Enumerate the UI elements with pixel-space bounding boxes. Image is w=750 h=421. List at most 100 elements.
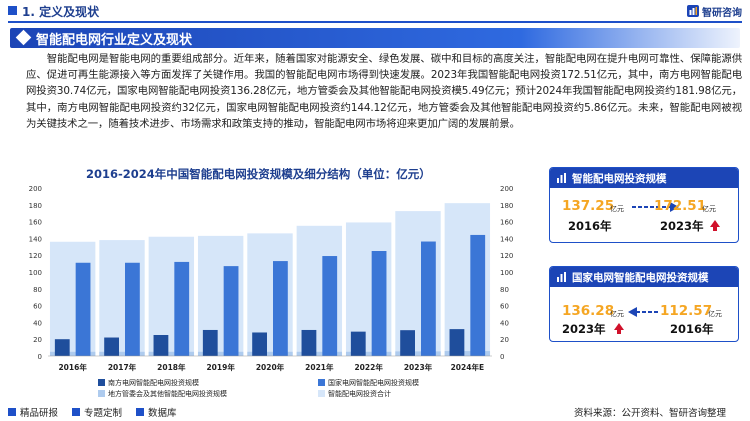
card-left-unit: 亿元: [610, 205, 624, 213]
footer-marker-icon: [72, 408, 80, 416]
bar-state-grid: [371, 251, 387, 356]
y-tick-right: 0: [500, 353, 504, 361]
y-tick-left: 180: [29, 202, 42, 210]
up-arrow-icon: [614, 323, 624, 330]
arrow-right-icon: [632, 202, 679, 212]
y-tick-right: 100: [500, 269, 513, 277]
page-title: 智能配电网行业定义及现状: [36, 33, 193, 48]
title-banner: 智能配电网行业定义及现状: [10, 28, 740, 48]
y-tick-left: 80: [33, 286, 42, 294]
card-header: 智能配电网投资规模: [550, 168, 738, 188]
y-tick-left: 100: [29, 269, 42, 277]
x-tick-label: 2016年: [58, 362, 87, 372]
legend-label: 地方管委会及其他智能配电网投资规模: [108, 389, 227, 398]
legend-swatch: [318, 390, 325, 397]
bar-local-other: [99, 351, 145, 356]
legend-swatch: [318, 379, 325, 386]
footer-marker-icon: [8, 408, 16, 416]
bar-local-other: [197, 351, 244, 356]
x-tick-label: 2024年E: [451, 362, 485, 372]
header-divider: [8, 21, 742, 23]
y-tick-left: 20: [33, 336, 42, 344]
brand-logo-icon: [687, 5, 699, 17]
bar-state-grid: [273, 261, 288, 356]
bar-local-other: [49, 351, 96, 356]
bar-south-grid: [449, 329, 465, 356]
y-tick-right: 40: [500, 319, 509, 327]
bar-south-grid: [301, 329, 317, 356]
x-tick-label: 2017年: [108, 362, 137, 372]
bar-south-grid: [202, 329, 218, 356]
card-title: 智能配电网投资规模: [572, 173, 667, 185]
x-tick-label: 2021年: [305, 362, 334, 372]
bar-state-grid: [223, 266, 239, 356]
card-left-value: 137.25: [562, 198, 615, 214]
bar-south-grid: [104, 337, 119, 356]
x-tick-label: 2019年: [206, 362, 235, 372]
bar-state-grid: [322, 256, 338, 356]
bar-south-grid: [54, 339, 70, 356]
bar-local-other: [345, 351, 392, 356]
card-header: 国家电网智能配电网投资规模: [550, 267, 738, 287]
legend-label: 国家电网智能配电网投资规模: [328, 378, 419, 387]
top-bar: 1. 定义及现状 智研咨询: [0, 0, 750, 22]
card-left-unit: 亿元: [610, 310, 624, 318]
diamond-icon: [15, 29, 32, 46]
legend-label: 智能配电网投资合计: [328, 389, 391, 398]
y-tick-left: 40: [33, 319, 42, 327]
source-note: 资料来源：公开资料、智研咨询整理: [574, 408, 727, 419]
legend-swatch: [98, 390, 105, 397]
y-tick-left: 140: [29, 235, 42, 243]
y-tick-right: 20: [500, 336, 509, 344]
y-tick-right: 120: [500, 252, 513, 260]
card-right-value: 112.57: [660, 303, 713, 319]
bar-chart: 0 0 20 20 40 40 60 60 80 80 100 100 120 120 140 140 160 1…: [29, 185, 514, 398]
stat-card-state-grid: 国家电网智能配电网投资规模 136.28 亿元 2023年 112.57 亿元 …: [549, 266, 739, 342]
chart-title: 2016-2024年中国智能配电网投资规模及细分结构（单位：亿元）: [86, 167, 431, 181]
stat-card-total: 智能配电网投资规模 137.25 亿元 2016年 172.51 亿元 2023…: [549, 167, 739, 243]
bar-south-grid: [350, 331, 366, 356]
bar-local-other: [148, 351, 195, 356]
card-right-year: 2023年: [660, 219, 704, 233]
y-tick-right: 80: [500, 286, 509, 294]
card-right-value: 172.51: [654, 198, 707, 214]
y-tick-left: 160: [29, 219, 42, 227]
x-tick-label: 2020年: [256, 362, 285, 372]
legend-label: 南方电网智能配电网投资规模: [108, 378, 199, 387]
brand-name: 智研咨询: [702, 8, 742, 19]
card-left-year: 2016年: [568, 219, 612, 233]
x-tick-label: 2023年: [404, 362, 433, 372]
bar-local-other: [444, 351, 491, 356]
up-arrow-stem: [617, 330, 621, 334]
bar-state-grid: [470, 234, 486, 356]
card-left-year: 2023年: [562, 322, 606, 336]
arrow-left-icon: [628, 307, 658, 317]
intro-paragraph: 智能配电网是智能电网的重要组成部分。近年来，随着国家对能源安全、绿色发展、碳中和…: [26, 53, 742, 130]
y-tick-left: 120: [29, 252, 42, 260]
legend-swatch: [98, 379, 105, 386]
card-right-unit: 亿元: [702, 205, 716, 213]
footer: 精品研报 专题定制 数据库 资料来源：公开资料、智研咨询整理: [0, 402, 750, 421]
bar-south-grid: [252, 332, 267, 356]
bar-state-grid: [174, 261, 190, 356]
up-arrow-stem: [713, 227, 717, 231]
bar-state-grid: [421, 241, 436, 356]
y-tick-left: 0: [38, 353, 42, 361]
bar-local-other: [247, 351, 293, 356]
card-right-unit: 亿元: [708, 310, 722, 318]
bar-state-grid: [75, 262, 91, 356]
section-marker-icon: [8, 6, 17, 15]
bar-local-other: [395, 351, 441, 356]
up-arrow-icon: [710, 220, 720, 227]
y-tick-left: 200: [29, 185, 42, 193]
y-tick-left: 60: [33, 303, 42, 311]
chart-container: 0 0 20 20 40 40 60 60 80 80 100 100 120 120 140 140 160 1…: [6, 164, 532, 410]
bar-chart-icon: [557, 272, 566, 282]
bar-chart-icon: [557, 173, 566, 183]
card-left-value: 136.28: [562, 303, 615, 319]
footer-marker-icon: [136, 408, 144, 416]
y-tick-right: 180: [500, 202, 513, 210]
y-tick-right: 160: [500, 219, 513, 227]
section-title: 1. 定义及现状: [22, 5, 100, 19]
y-tick-right: 200: [500, 185, 513, 193]
